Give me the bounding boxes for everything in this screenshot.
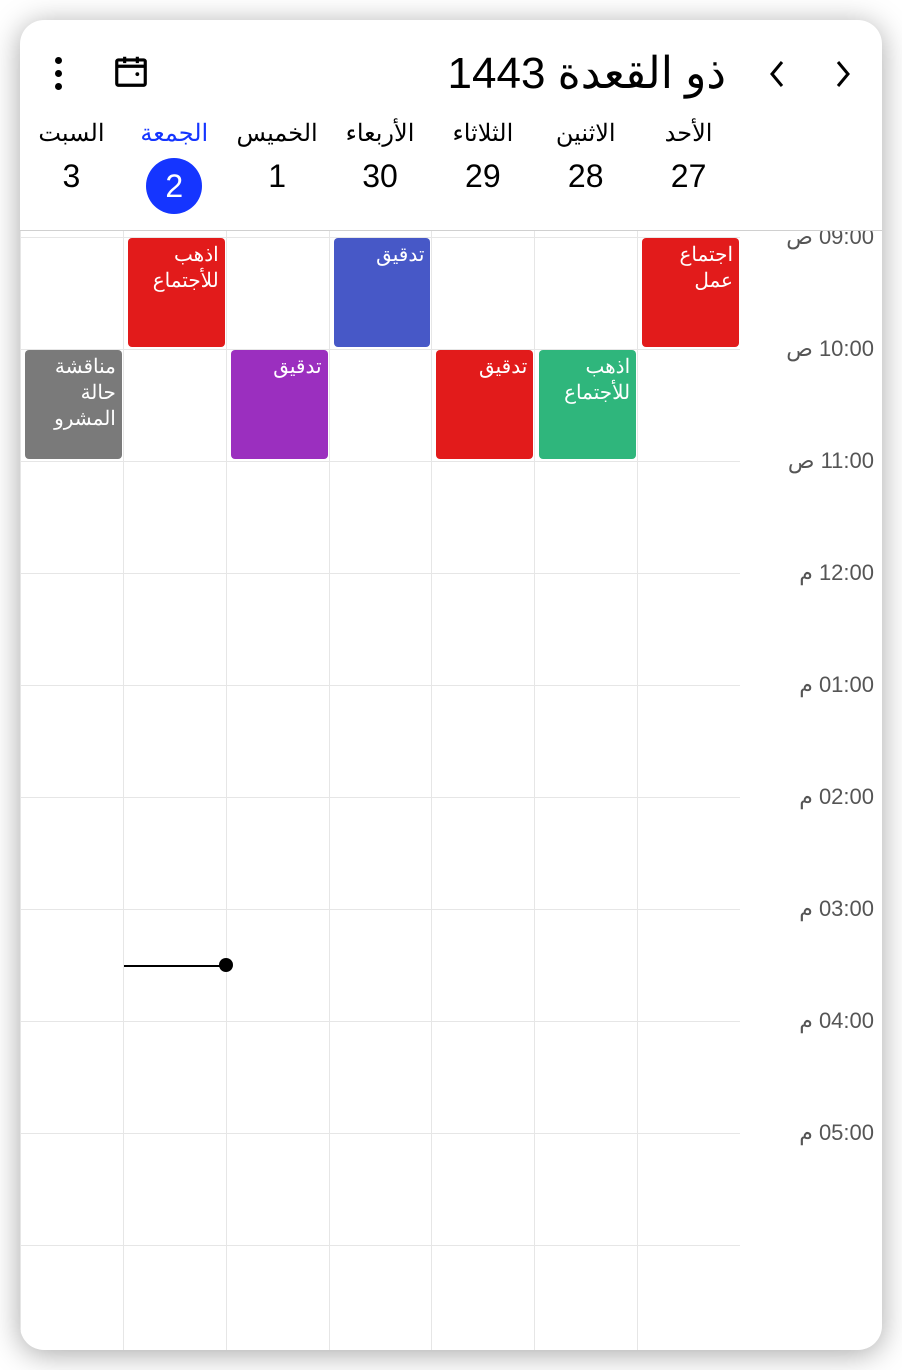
day-column[interactable]: تدقيق [431,231,534,1350]
day-columns: اجتماع عملاذهب للأجتماعتدقيقتدقيقتدقيقاذ… [20,231,740,1350]
day-number: 3 [20,158,123,195]
day-number: 2 [146,158,202,214]
time-label: 10:00 ص [786,336,874,362]
day-name: الجمعة [123,119,226,148]
calendar-event[interactable]: اذهب للأجتماع [128,238,225,347]
day-column[interactable]: تدقيق [226,231,329,1350]
month-title: ذو القعدة 1443 [166,48,734,99]
day-number: 28 [534,158,637,195]
day-name: الأربعاء [329,119,432,148]
day-number: 1 [226,158,329,195]
day-name: الخميس [226,119,329,148]
prev-arrow-icon[interactable] [762,58,794,90]
day-header-row: الأحد 27الاثنين 28الثلاثاء 29 الأربعاء 30الخم… [20,119,882,231]
day-header[interactable]: الأربعاء 30 [329,119,432,214]
time-label: 09:00 ص [786,231,874,250]
time-label: 03:00 م [799,896,874,922]
day-header[interactable]: الأحد 27 [637,119,740,214]
time-label: 04:00 م [799,1008,874,1034]
day-name: الاثنين [534,119,637,148]
time-column: 09:00 ص 10:00 ص 11:00 ص 12:00 م 01:00 م 02:00… [740,231,882,1350]
day-header[interactable]: السبت 3 [20,119,123,214]
day-column[interactable]: اذهب للأجتماع [123,231,226,1350]
day-column[interactable]: تدقيق [329,231,432,1350]
calendar-event[interactable]: اذهب للأجتماع [539,350,636,459]
day-number: 27 [637,158,740,195]
calendar-event[interactable]: تدقيق [231,350,328,459]
time-label: 01:00 م [799,672,874,698]
day-header[interactable]: الجمعة 2 [123,119,226,214]
day-column[interactable]: اذهب للأجتماع [534,231,637,1350]
calendar-header: ذو القعدة 1443 [20,20,882,119]
time-label: 12:00 م [799,560,874,586]
time-label: 05:00 م [799,1120,874,1146]
now-indicator [124,965,226,967]
day-number: 30 [329,158,432,195]
calendar-event[interactable]: اجتماع عمل [642,238,739,347]
day-header[interactable]: الثلاثاء 29 [431,119,534,214]
calendar-event[interactable]: تدقيق [334,238,431,347]
day-number: 29 [431,158,534,195]
calendar-event[interactable]: تدقيق [436,350,533,459]
calendar-event[interactable]: مناقشة حالة المشرو [25,350,122,459]
day-column[interactable]: مناقشة حالة المشرو [20,231,123,1350]
calendar-icon[interactable] [112,52,150,95]
day-column[interactable]: اجتماع عمل [637,231,740,1350]
day-header[interactable]: الاثنين 28 [534,119,637,214]
time-label: 11:00 ص [788,448,874,474]
menu-icon[interactable] [44,54,72,94]
next-arrow-icon[interactable] [826,58,858,90]
day-header[interactable]: الخميس 1 [226,119,329,214]
now-indicator-dot [219,958,233,972]
day-name: الأحد [637,119,740,148]
time-label: 02:00 م [799,784,874,810]
day-name: السبت [20,119,123,148]
day-name: الثلاثاء [431,119,534,148]
